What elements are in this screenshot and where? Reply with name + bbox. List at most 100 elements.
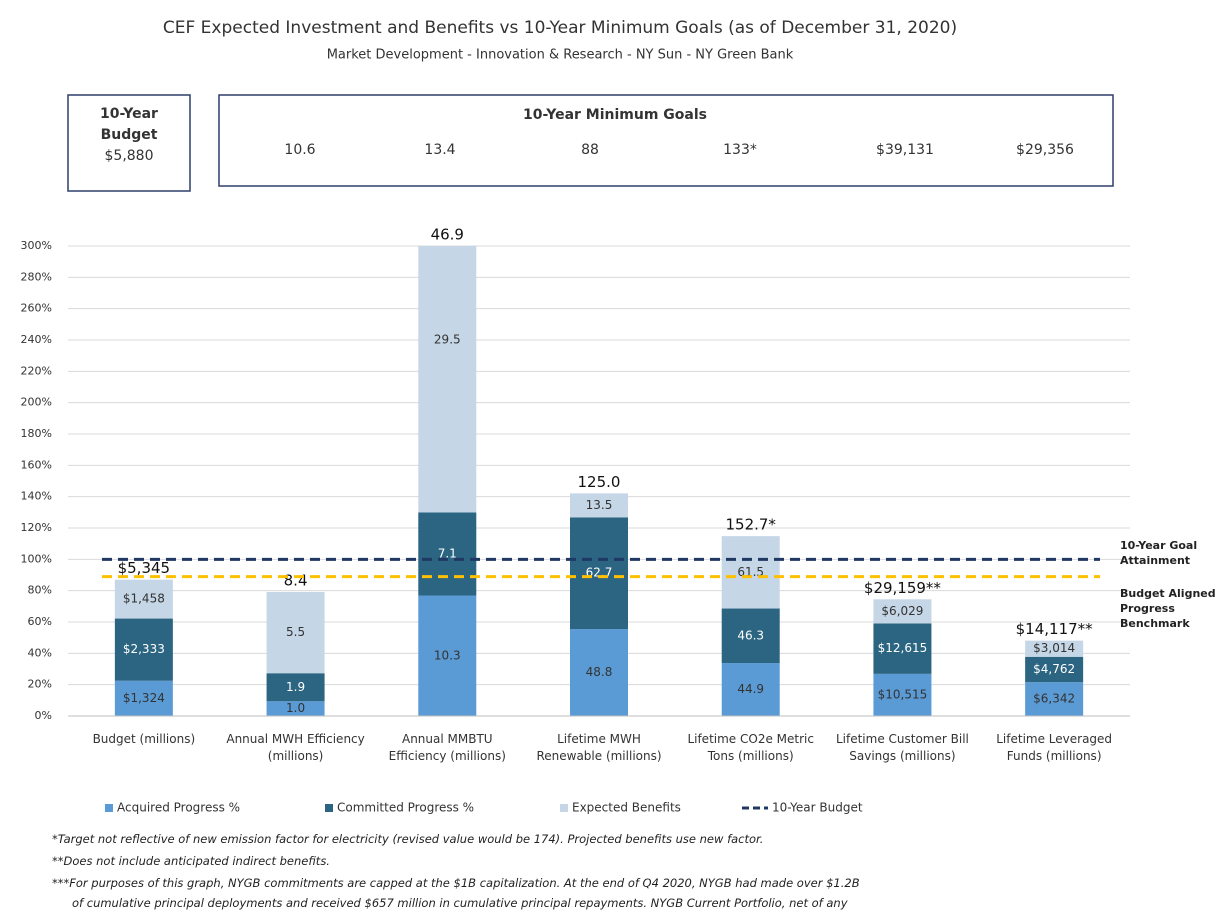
legend-swatch [560, 804, 568, 812]
goal-value: 133* [723, 142, 757, 158]
y-tick-label: 20% [28, 678, 52, 691]
segment-label: 29.5 [434, 333, 461, 347]
reference-annotation: 10-Year Goal Attainment [1120, 539, 1198, 567]
goal-value: $39,131 [876, 142, 934, 158]
total-label: $14,117** [1016, 620, 1094, 638]
goal-value: 10.6 [284, 142, 315, 158]
bar-segment [1025, 640, 1084, 657]
bar-segment [570, 629, 628, 716]
segment-label: 5.5 [286, 625, 305, 639]
segment-label: 1.0 [286, 701, 305, 715]
bar-segment [418, 595, 477, 716]
segment-label: 48.8 [586, 665, 613, 679]
segment-label: 7.1 [438, 547, 457, 561]
y-tick-label: 60% [28, 615, 52, 628]
bar-segment [418, 246, 477, 513]
total-label: $29,159** [864, 579, 942, 597]
y-tick-label: 200% [21, 396, 52, 409]
budget-box-content: 10-Year Budget $5,880 [68, 104, 190, 167]
bar-segment [266, 673, 325, 702]
y-tick-label: 220% [21, 364, 52, 377]
legend-label: Committed Progress % [337, 801, 474, 815]
footnote: ***For purposes of this graph, NYGB comm… [52, 876, 860, 890]
bar-segment [1025, 656, 1084, 683]
segment-label: $10,515 [878, 687, 928, 701]
legend-swatch [325, 804, 333, 812]
bar-segment [873, 673, 932, 716]
goal-value: 13.4 [424, 142, 455, 158]
footnote: *Target not reflective of new emission f… [52, 832, 764, 846]
bar-segment [1025, 682, 1084, 716]
x-tick-label: Budget (millions) [92, 732, 196, 746]
bar-segment [721, 608, 780, 664]
segment-label: $6,029 [881, 604, 923, 618]
bars [114, 246, 1084, 716]
footnote: of cumulative principal deployments and … [72, 896, 848, 910]
segment-label: 44.9 [737, 682, 764, 696]
y-tick-label: 240% [21, 333, 52, 346]
goals-title: 10-Year Minimum Goals [523, 107, 707, 123]
segment-label: 13.5 [586, 498, 613, 512]
segment-label: $1,324 [123, 691, 165, 705]
x-tick-label: Lifetime CO2e Metric Tons (millions) [687, 732, 814, 763]
x-tick-label: Lifetime Leveraged Funds (millions) [996, 732, 1113, 763]
chart-title: CEF Expected Investment and Benefits vs … [163, 18, 957, 38]
y-tick-label: 180% [21, 427, 52, 440]
bar-segment [266, 591, 325, 674]
segment-label: $4,762 [1033, 662, 1075, 676]
bar-segment [418, 512, 477, 596]
total-label: 46.9 [431, 226, 464, 244]
segment-label: $6,342 [1033, 692, 1075, 706]
y-tick-label: 140% [21, 490, 52, 503]
goal-value: 88 [581, 142, 599, 158]
legend-label: Acquired Progress % [117, 801, 240, 815]
segment-label: $1,458 [123, 592, 165, 606]
goal-value: $29,356 [1016, 142, 1074, 158]
budget-value: $5,880 [104, 148, 154, 164]
bar-segment [873, 623, 932, 674]
legend-label: Expected Benefits [572, 801, 681, 815]
segment-label: $2,333 [123, 642, 165, 656]
y-tick-label: 160% [21, 458, 52, 471]
y-tick-label: 300% [21, 239, 52, 252]
bar-segment [114, 579, 173, 619]
y-tick-label: 100% [21, 552, 52, 565]
total-label: 152.7* [725, 516, 776, 534]
y-tick-label: 120% [21, 521, 52, 534]
x-tick-label: Lifetime MWH Renewable (millions) [536, 732, 662, 763]
x-tick-label: Annual MWH Efficiency (millions) [226, 732, 365, 763]
segment-label: 46.3 [737, 628, 764, 642]
budget-title: 10-Year Budget [100, 106, 158, 143]
y-tick-label: 260% [21, 302, 52, 315]
bar-segment [570, 493, 628, 518]
segment-label: $3,014 [1033, 641, 1075, 655]
reference-annotation: Budget Aligned Progress Benchmark [1120, 587, 1216, 630]
x-tick-label: Annual MMBTU Efficiency (millions) [388, 732, 506, 763]
footnote: **Does not include anticipated indirect … [52, 854, 330, 868]
legend-swatch [105, 804, 113, 812]
bar-segment [873, 599, 932, 624]
y-tick-label: 80% [28, 584, 52, 597]
segment-label: 1.9 [286, 680, 305, 694]
segment-label: $12,615 [878, 641, 928, 655]
total-label: 125.0 [578, 473, 621, 491]
bar-segment [114, 680, 173, 716]
goals-box [218, 94, 1114, 187]
chart-subtitle: Market Development - Innovation & Resear… [327, 48, 794, 63]
bar-segment [266, 701, 325, 716]
x-tick-label: Lifetime Customer Bill Savings (millions… [835, 732, 969, 763]
segment-label: 10.3 [434, 648, 461, 662]
y-tick-label: 40% [28, 646, 52, 659]
budget-box [67, 94, 191, 192]
legend-label: 10-Year Budget [772, 801, 863, 815]
bar-segment [114, 618, 173, 681]
y-tick-label: 0% [35, 709, 52, 722]
bar-segment [570, 517, 628, 630]
y-tick-label: 280% [21, 270, 52, 283]
bar-segment [721, 536, 780, 609]
total-label: $5,345 [118, 559, 171, 577]
bar-segment [721, 663, 780, 716]
total-label: 8.4 [284, 571, 308, 589]
